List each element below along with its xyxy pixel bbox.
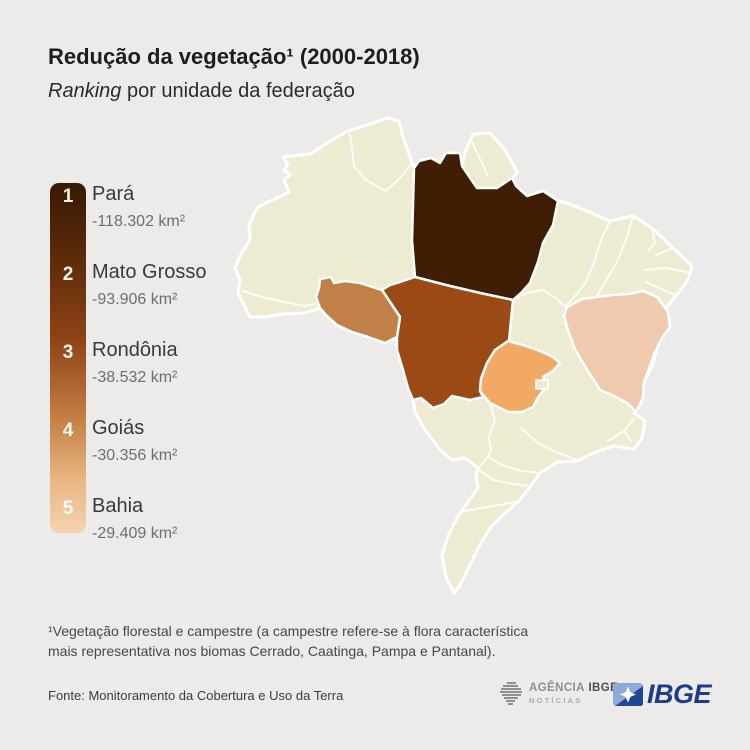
footnote-line-1: ¹Vegetação florestal e campestre (a camp… bbox=[48, 623, 529, 639]
agencia-logo-text: AGÊNCIA IBGE NOTÍCIAS bbox=[529, 682, 618, 705]
agencia-noticias-word: NOTÍCIAS bbox=[529, 696, 583, 705]
agencia-word: AGÊNCIA bbox=[529, 682, 585, 694]
rank-number-4: 4 bbox=[62, 420, 74, 441]
rank-number-2: 2 bbox=[62, 264, 74, 285]
state-value: -118.302 km² bbox=[92, 213, 186, 230]
state-name: Mato Grosso bbox=[92, 261, 207, 283]
ibge-wordmark: IBGE bbox=[647, 679, 712, 709]
ranking-gradient-bar: 1 2 3 4 5 bbox=[50, 183, 86, 533]
subtitle-italic-word: Ranking bbox=[48, 80, 122, 102]
state-value: -30.356 km² bbox=[92, 447, 178, 464]
state-value: -38.532 km² bbox=[92, 369, 178, 386]
page-title: Redução da vegetação¹ (2000-2018) bbox=[48, 44, 420, 69]
agencia-brazil-glyph-icon bbox=[500, 682, 522, 705]
ibge-logo: IBGE bbox=[613, 679, 712, 710]
agencia-ibge-word: IBGE bbox=[588, 682, 619, 694]
ranking-item-bahia: Bahia -29.409 km² bbox=[92, 495, 292, 543]
source-text: Fonte: Monitoramento da Cobertura e Uso … bbox=[48, 688, 344, 703]
brazil-choropleth-map bbox=[233, 116, 694, 595]
state-name: Bahia bbox=[92, 495, 144, 517]
ranking-item-para: Pará -118.302 km² bbox=[92, 183, 292, 231]
agencia-ibge-noticias-logo: AGÊNCIA IBGE NOTÍCIAS bbox=[498, 681, 618, 706]
ranking-item-mato-grosso: Mato Grosso -93.906 km² bbox=[92, 261, 292, 309]
state-name: Pará bbox=[92, 183, 135, 205]
rank-number-5: 5 bbox=[62, 498, 74, 519]
map-state-goias bbox=[478, 339, 562, 414]
state-name: Goiás bbox=[92, 417, 145, 439]
state-value: -93.906 km² bbox=[92, 291, 178, 308]
ranking-item-goias: Goiás -30.356 km² bbox=[92, 417, 292, 465]
footnote: ¹Vegetação florestal e campestre (a camp… bbox=[48, 621, 528, 662]
subtitle-rest: por unidade da federação bbox=[121, 80, 355, 102]
state-value: -29.409 km² bbox=[92, 525, 178, 542]
map-state-distrito-federal bbox=[535, 379, 549, 390]
rank-number-1: 1 bbox=[62, 186, 74, 207]
map-state-rondonia bbox=[314, 275, 402, 345]
page-subtitle: Ranking por unidade da federação bbox=[48, 80, 355, 103]
state-name: Rondônia bbox=[92, 339, 178, 361]
map-state-bahia bbox=[562, 289, 672, 414]
ibge-star-icon bbox=[613, 683, 643, 706]
footnote-line-2: mais representativa nos biomas Cerrado, … bbox=[48, 643, 496, 660]
ranking-item-rondonia: Rondônia -38.532 km² bbox=[92, 339, 292, 387]
rank-number-3: 3 bbox=[62, 342, 74, 363]
